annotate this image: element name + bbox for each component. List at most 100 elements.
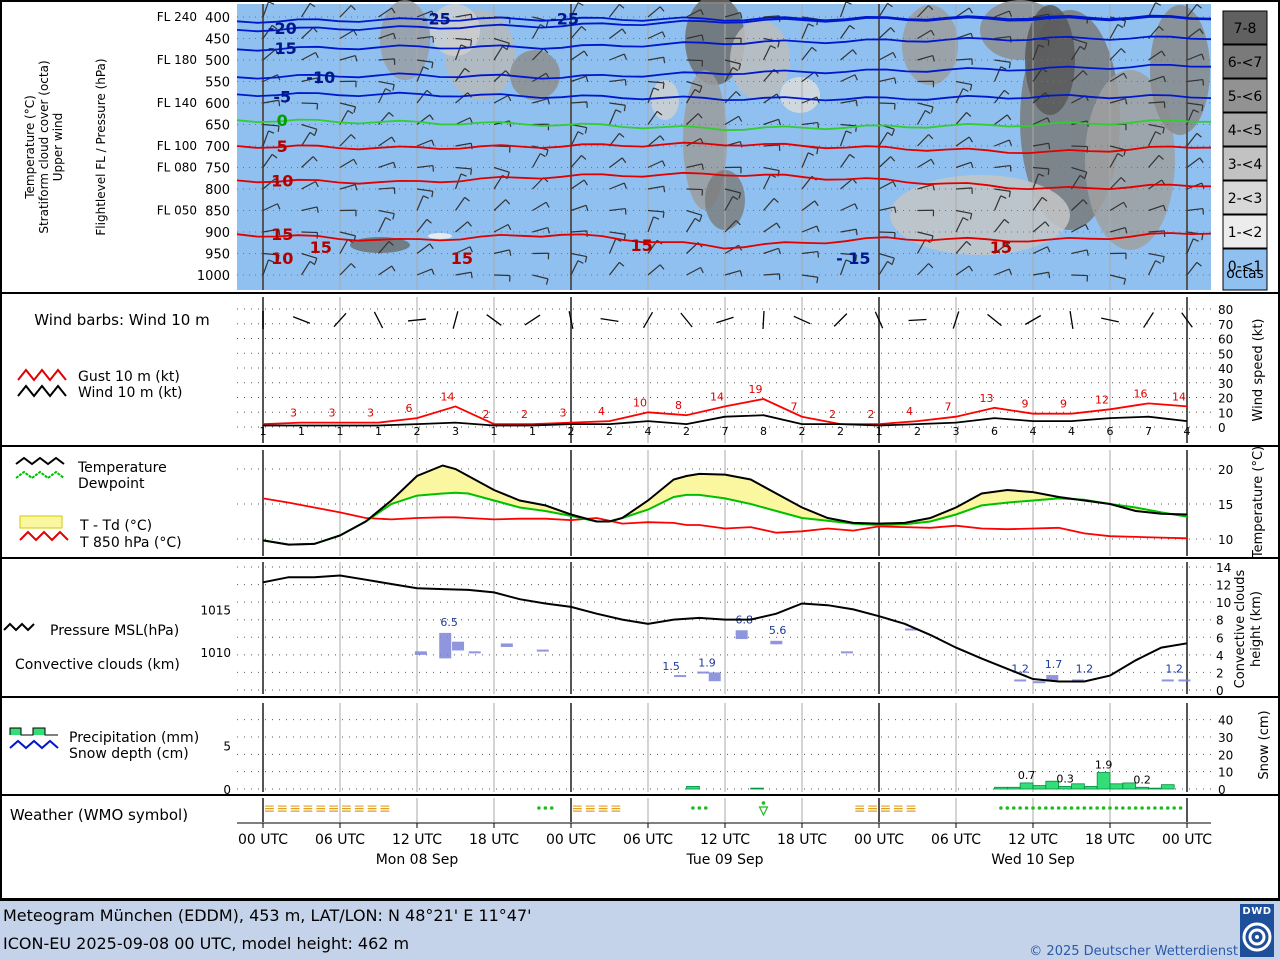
temperature-axis: 10 15 20 — [1218, 463, 1233, 547]
upper-wind-barb — [378, 187, 395, 190]
upper-wind-barb-feather — [539, 152, 546, 158]
upper-wind-barb — [570, 260, 579, 276]
shower-dot — [761, 801, 766, 805]
upper-wind-barb — [724, 270, 741, 276]
wind-tick-label: 0 — [1218, 421, 1226, 435]
upper-wind-barb-feather — [854, 203, 858, 210]
upper-wind-barb — [1186, 28, 1201, 39]
upper-wind-barb-feather — [928, 5, 934, 11]
convective-cloud-label: 1.5 — [662, 660, 680, 673]
upper-wind-barb — [647, 185, 664, 190]
upper-wind-barb — [1071, 70, 1084, 82]
upper-wind-barb — [416, 164, 433, 169]
upper-wind-barb — [262, 1, 270, 18]
upper-wind-barb-feather — [315, 181, 319, 188]
wind-value-label: 3 — [452, 425, 459, 438]
cloud-cover-legend-label: 0-<1 — [1228, 259, 1263, 275]
upper-wind-barb-feather — [1000, 66, 1007, 70]
precipitation-bar — [1006, 786, 1021, 790]
upper-wind-barb — [416, 243, 431, 254]
upper-wind-barb — [801, 225, 818, 233]
drizzle-symbol — [1011, 806, 1016, 810]
upper-wind-barb — [994, 90, 1005, 104]
upper-wind-barb-feather — [271, 24, 278, 30]
upper-wind-barb — [1186, 4, 1198, 18]
pressure-panel: 6.51.5 1.96.85.61.2 1.7 1.2 1.2 024681012141… — [3, 561, 1264, 698]
upper-wind-barb — [262, 99, 279, 104]
upper-wind-barb — [1071, 249, 1088, 255]
upper-wind-barb-feather — [470, 39, 473, 46]
upper-wind-barb — [300, 132, 311, 147]
upper-wind-barb — [878, 252, 895, 259]
upper-wind-barb — [1032, 13, 1049, 18]
upper-wind-barb-feather — [1008, 139, 1012, 146]
upper-wind-barb-feather — [662, 82, 665, 89]
wind-value-label: 1 — [260, 425, 267, 438]
upper-wind-barb-feather — [1201, 105, 1204, 112]
wind-value-label: 6 — [991, 425, 998, 438]
precipitation-grid — [237, 703, 1211, 792]
fog-symbol: ≡ — [328, 801, 340, 817]
copyright: © 2025 Deutscher Wetterdienst — [1029, 944, 1238, 959]
upper-wind-barb-feather — [276, 203, 281, 210]
upper-wind-barb-feather — [545, 278, 549, 285]
upper-wind-barb — [994, 188, 1011, 192]
pressure-legend-label: Pressure MSL(hPa) — [50, 623, 179, 639]
time-tick-label: 06 UTC — [623, 832, 673, 848]
pressure-tick-label: 950 — [205, 248, 230, 263]
surface-wind-barb — [292, 316, 311, 324]
upper-wind-barb-feather — [385, 217, 392, 221]
surface-wind-barb — [407, 318, 427, 322]
upper-wind-barb-feather — [470, 168, 473, 175]
upper-wind-barb-feather — [659, 6, 665, 12]
surface-wind-barb — [874, 311, 884, 329]
weather-grid — [262, 798, 1188, 822]
surface-wind-barb — [762, 310, 765, 330]
upper-wind-barb — [416, 10, 433, 18]
wind-value-label: 3 — [953, 425, 960, 438]
upper-wind-barb — [608, 238, 617, 254]
pressure-tick-label: 700 — [205, 140, 230, 155]
upper-wind-barb-feather — [1082, 199, 1088, 205]
upper-wind-barb-feather — [930, 29, 935, 36]
drizzle-symbol — [1050, 806, 1055, 810]
upper-wind-barb — [1032, 173, 1040, 190]
upper-wind-barb — [1071, 223, 1086, 233]
dewpoint-legend-label: Dewpoint — [78, 476, 145, 492]
upper-wind-barb-feather — [1120, 177, 1126, 183]
upper-wind-barb-feather — [271, 153, 278, 159]
upper-wind-barb-feather — [1201, 53, 1205, 60]
upper-wind-barb — [840, 203, 856, 212]
upper-wind-barb — [1071, 166, 1087, 173]
upper-wind-barb-feather — [1009, 165, 1012, 172]
wind-value-label: 2 — [606, 425, 613, 438]
upper-wind-barb — [609, 78, 626, 83]
precipitation-bars — [686, 772, 1175, 790]
isotherm-label: -25 — [422, 9, 451, 28]
upper-wind-barb — [955, 80, 972, 86]
drizzle-symbol — [1127, 806, 1132, 810]
upper-wind-barb — [378, 265, 393, 276]
upper-wind-barb — [801, 71, 816, 82]
upper-wind-barb — [878, 180, 894, 190]
upper-wind-barb-feather — [1163, 205, 1166, 212]
cloud-cover-legend-box — [1222, 78, 1268, 113]
dwd-swirl-icon — [1242, 922, 1272, 952]
upper-wind-barb-feather — [277, 254, 280, 261]
drizzle-symbol — [1037, 806, 1042, 810]
cloud-cover-legend-box — [1222, 180, 1268, 215]
upper-wind-barb-feather — [393, 162, 396, 169]
upper-wind-barb — [609, 262, 620, 276]
upper-wind-barb-feather — [855, 100, 858, 107]
upper-wind-barb — [1148, 75, 1164, 83]
upper-wind-barb-feather — [699, 214, 703, 222]
upper-wind-barb-feather — [962, 217, 969, 221]
upper-wind-barb — [1186, 78, 1203, 83]
upper-wind-barb-feather — [770, 45, 777, 49]
upper-wind-barb — [994, 59, 1011, 63]
fog-symbol: ≡ — [379, 801, 391, 817]
upper-wind-barb-feather — [700, 267, 704, 274]
temperature-axis-title: Temperature (°C) — [1251, 446, 1266, 559]
upper-wind-barb — [724, 196, 734, 211]
